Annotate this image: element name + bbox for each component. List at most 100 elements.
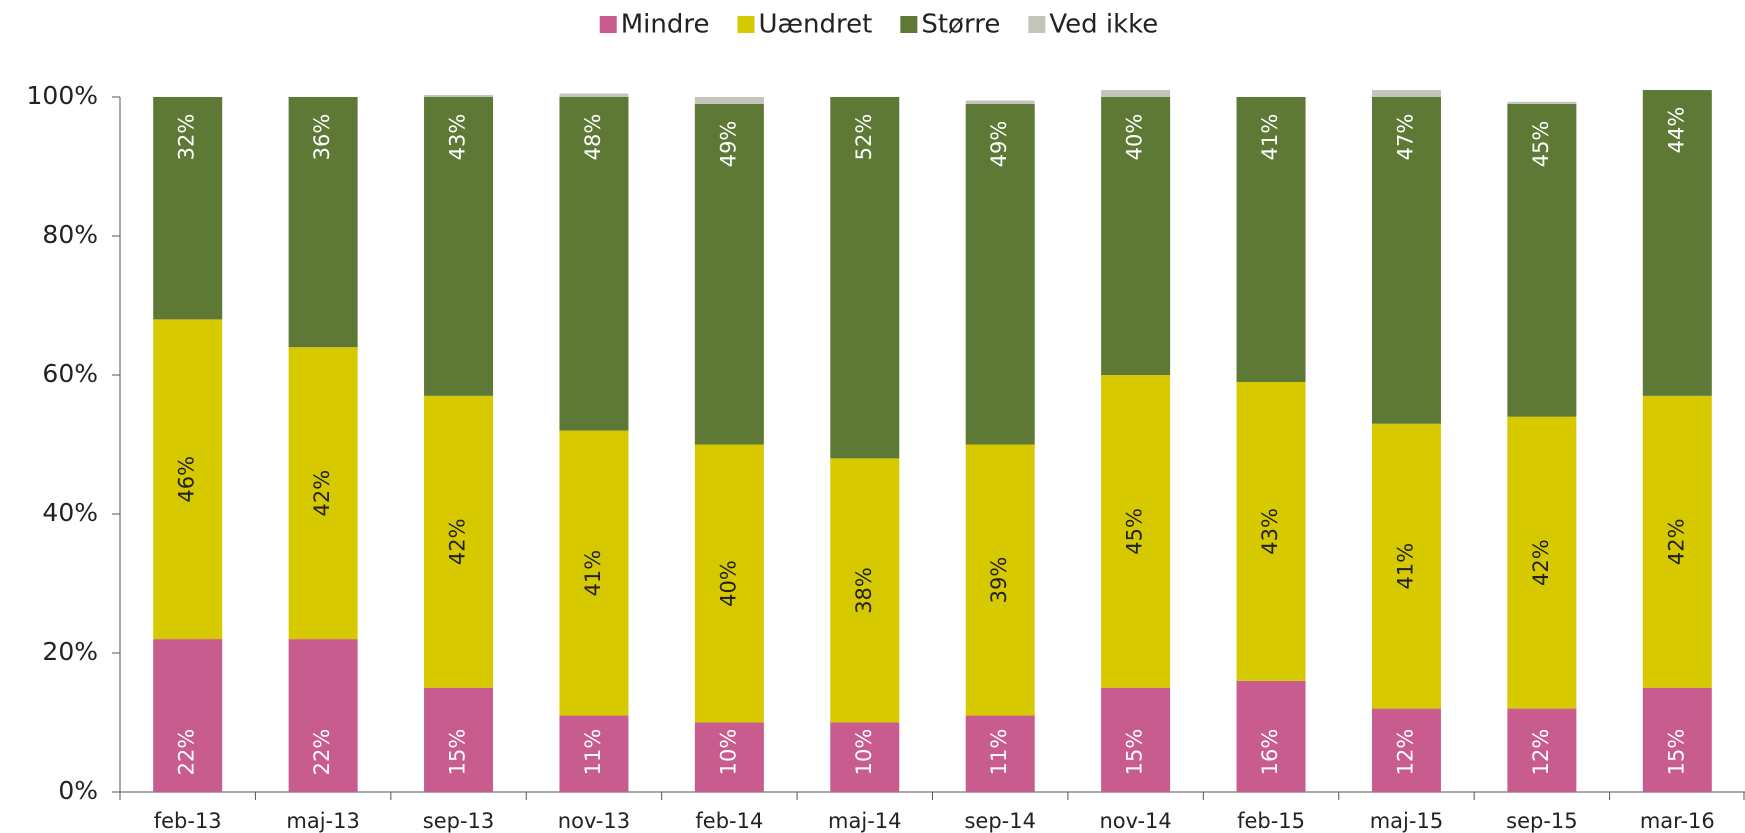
value-label: 12%	[1393, 729, 1417, 776]
legend-label: Ved ikke	[1049, 10, 1158, 40]
bar-segment	[1507, 101, 1577, 104]
legend-swatch	[1028, 16, 1046, 33]
x-tick-label: nov-14	[1099, 809, 1171, 833]
bar-segment	[1507, 708, 1577, 792]
x-tick-label: sep-13	[423, 809, 495, 833]
legend: Mindre Uændret Større Ved ikke	[599, 10, 1158, 40]
x-tick-label: mar-16	[1640, 809, 1715, 833]
value-label: 41%	[581, 550, 605, 597]
bar-segment	[559, 97, 629, 431]
value-label: 40%	[1123, 114, 1147, 161]
bar-segment	[1642, 90, 1712, 396]
value-label: 36%	[310, 114, 334, 161]
bar-segment	[1371, 90, 1441, 97]
value-label: 42%	[1664, 518, 1688, 565]
legend-label: Mindre	[621, 10, 710, 40]
bar-segment	[1507, 416, 1577, 709]
value-label: 49%	[987, 121, 1011, 168]
bar-segment	[1101, 375, 1171, 688]
value-label: 42%	[310, 470, 334, 517]
bar-segment	[694, 444, 764, 723]
bar-segment	[153, 319, 223, 640]
bar-segment	[424, 97, 494, 396]
x-tick-label: maj-13	[286, 809, 359, 833]
value-label: 46%	[175, 456, 199, 503]
bar-segment	[1236, 680, 1306, 792]
y-tick-label: 60%	[42, 359, 98, 388]
bar-segment	[153, 639, 223, 792]
bar-segment	[965, 100, 1035, 104]
legend-label: Større	[921, 10, 1000, 40]
value-label: 38%	[852, 567, 876, 614]
bar-segment	[153, 97, 223, 320]
bar-segment	[830, 97, 900, 459]
value-label: 22%	[175, 729, 199, 776]
bar-segment	[1371, 423, 1441, 709]
bar-segment	[1371, 708, 1441, 792]
value-label: 15%	[1123, 729, 1147, 776]
y-tick-label: 100%	[27, 81, 98, 110]
value-label: 10%	[716, 729, 740, 776]
bar-segment	[288, 347, 358, 640]
value-label: 44%	[1664, 107, 1688, 154]
value-label: 45%	[1529, 121, 1553, 168]
x-tick-label: maj-14	[828, 809, 901, 833]
value-label: 47%	[1393, 114, 1417, 161]
bar-segment	[1371, 97, 1441, 424]
value-label: 22%	[310, 729, 334, 776]
bar-segment	[1642, 687, 1712, 792]
bar-segment	[830, 722, 900, 792]
value-label: 43%	[1258, 508, 1282, 555]
bar-segment	[965, 103, 1035, 445]
x-tick-label: sep-14	[964, 809, 1036, 833]
bar-segment	[424, 395, 494, 688]
bar-segment	[1507, 103, 1577, 417]
bar-segment	[830, 458, 900, 723]
value-label: 12%	[1529, 729, 1553, 776]
value-label: 11%	[987, 729, 1011, 776]
bar-segment	[694, 97, 764, 104]
bar-segment	[559, 430, 629, 716]
bar-segment	[288, 639, 358, 792]
value-label: 52%	[852, 114, 876, 161]
value-label: 15%	[446, 729, 470, 776]
x-tick-label: feb-15	[1237, 809, 1305, 833]
legend-swatch	[900, 16, 918, 33]
bar-segment	[965, 715, 1035, 792]
bar-segment	[1101, 90, 1171, 97]
x-tick-label: feb-13	[154, 809, 222, 833]
value-label: 40%	[716, 560, 740, 607]
bar-segment	[965, 444, 1035, 716]
value-label: 43%	[446, 114, 470, 161]
value-label: 41%	[1258, 114, 1282, 161]
y-tick-label: 20%	[42, 637, 98, 666]
legend-label: Uændret	[759, 10, 873, 40]
value-label: 45%	[1123, 508, 1147, 555]
bar-segment	[1236, 97, 1306, 382]
value-label: 41%	[1393, 543, 1417, 590]
value-label: 48%	[581, 114, 605, 161]
legend-swatch	[737, 16, 755, 33]
bar-segment	[424, 94, 494, 97]
x-tick-label: maj-15	[1370, 809, 1443, 833]
bar-segment	[559, 715, 629, 792]
bar-segment	[694, 722, 764, 792]
bar-segment	[559, 93, 629, 97]
value-label: 42%	[1529, 539, 1553, 586]
value-label: 15%	[1664, 729, 1688, 776]
value-label: 11%	[581, 729, 605, 776]
y-tick-label: 40%	[42, 498, 98, 527]
legend-swatch	[599, 16, 617, 33]
y-tick-label: 0%	[58, 776, 98, 805]
value-label: 49%	[716, 121, 740, 168]
x-tick-label: feb-14	[695, 809, 763, 833]
bar-segment	[288, 97, 358, 348]
bar-segment	[1101, 687, 1171, 792]
bar-segment	[424, 687, 494, 792]
bar-segment	[694, 103, 764, 445]
bar-segment	[1236, 381, 1306, 681]
value-label: 32%	[175, 114, 199, 161]
x-tick-label: nov-13	[558, 809, 630, 833]
y-tick-label: 80%	[42, 220, 98, 249]
